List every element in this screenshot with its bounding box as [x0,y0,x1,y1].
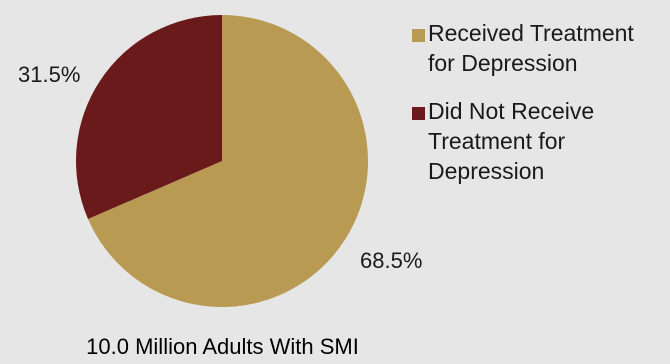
data-label-received: 68.5% [360,248,422,273]
chart-title: 10.0 Million Adults With SMI [86,334,359,359]
pie-slice-received [88,15,369,307]
legend-item-received: Received Treatment for Depression [404,18,666,78]
legend-item-not-received: Did Not Receive Treatment for Depression [404,96,666,186]
legend-swatch-received [412,29,425,42]
legend-label-not-received-line3: Depression [428,158,545,184]
legend: Received Treatment for Depression Did No… [404,18,666,204]
legend-swatch-not-received [412,107,425,120]
pie-slice-not-received [75,15,222,219]
legend-label-not-received-line1: Did Not Receive [428,98,595,124]
pie-slices [75,15,369,307]
data-label-not-received: 31.5% [18,62,80,87]
legend-label-received-line2: for Depression [428,50,578,76]
legend-label-not-received-line2: Treatment for [428,128,566,154]
legend-label-received-line1: Received Treatment [428,20,634,46]
